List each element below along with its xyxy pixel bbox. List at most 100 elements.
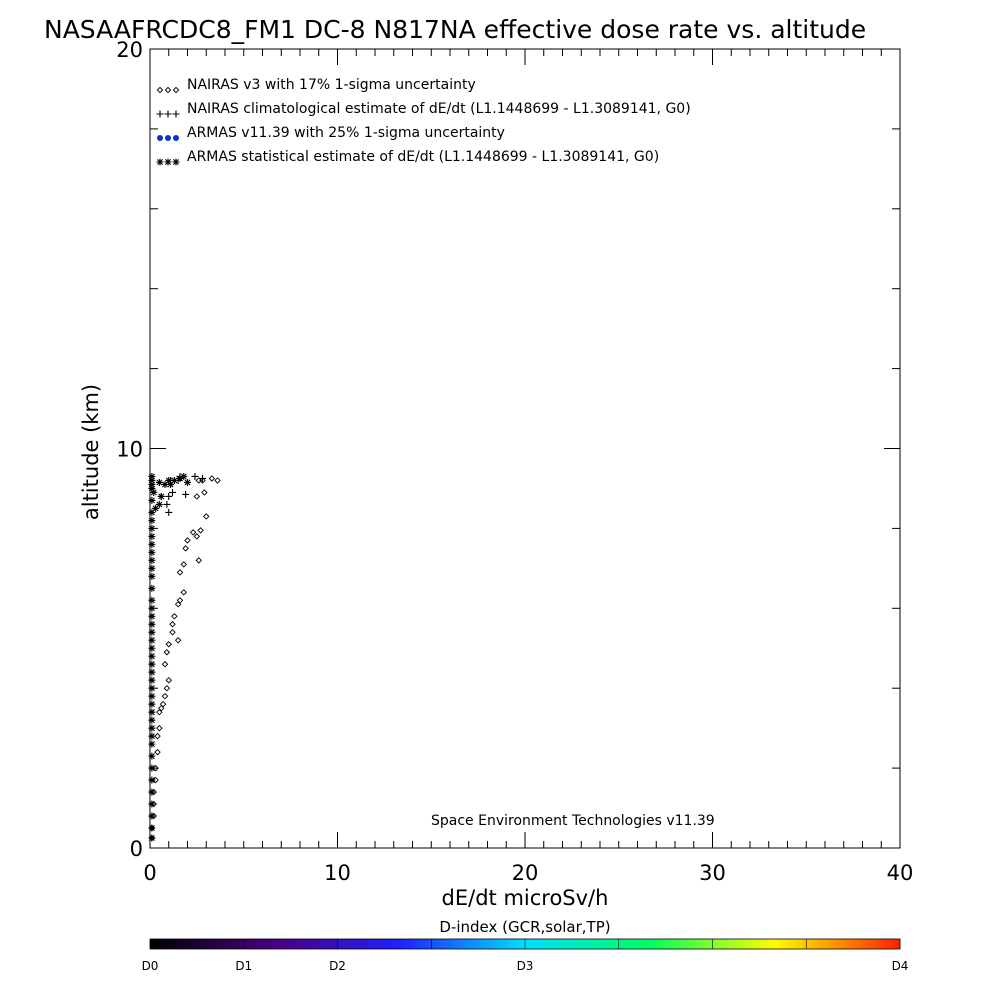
plot-frame (149, 48, 901, 849)
x-tick-label: 30 (699, 861, 726, 885)
legend-marker-plus (172, 110, 180, 118)
data-point-asterisk (148, 700, 156, 708)
data-point-asterisk (176, 474, 184, 482)
y-tick-label: 20 (116, 38, 143, 62)
data-point-asterisk (148, 684, 156, 692)
data-point-asterisk (148, 496, 156, 504)
data-point-asterisk (148, 472, 156, 480)
colorbar-label: D2 (329, 959, 346, 973)
data-point-asterisk (148, 776, 156, 784)
data-point-diamond (154, 748, 161, 756)
legend-marker-asterisk (164, 158, 172, 166)
data-point-diamond (154, 732, 161, 740)
colorbar-label: D1 (235, 959, 252, 973)
data-point-asterisk (148, 508, 156, 516)
data-point-diamond (208, 475, 216, 482)
legend-marker-diamond (156, 86, 164, 94)
legend-label: ARMAS statistical estimate of dE/dt (L1.… (187, 149, 659, 165)
data-point-diamond (180, 589, 187, 596)
data-point-diamond (156, 708, 163, 716)
data-point-diamond (184, 537, 191, 544)
data-point-plus (169, 488, 176, 496)
data-point-asterisk (148, 660, 156, 668)
data-point-asterisk (157, 492, 165, 500)
data-point-asterisk (155, 500, 163, 508)
data-point-diamond (152, 776, 159, 784)
data-point-asterisk (148, 540, 156, 548)
data-point-diamond (203, 513, 210, 520)
data-point-diamond (163, 684, 171, 692)
data-point-asterisk (167, 480, 175, 488)
x-tick-label: 40 (887, 861, 914, 885)
data-point-plus (191, 472, 199, 480)
legend-entry: ARMAS statistical estimate of dE/dt (L1.… (156, 149, 659, 166)
y-tick-label: 0 (130, 837, 143, 861)
data-point-asterisk (148, 800, 156, 808)
legend-entry: ARMAS v11.39 with 25% 1-sigma uncertaint… (157, 125, 505, 141)
data-point-plus (163, 500, 171, 508)
data-point-diamond (165, 676, 172, 684)
data-point-asterisk (170, 476, 178, 484)
credit-annotation: Space Environment Technologies v11.39 (431, 813, 715, 829)
data-point-asterisk (148, 676, 156, 684)
legend-marker-asterisk (172, 158, 180, 166)
data-point-diamond (176, 597, 184, 604)
data-point-asterisk (148, 652, 156, 660)
colorbar-label: D3 (517, 959, 534, 973)
data-point-asterisk (148, 628, 156, 636)
data-point-asterisk (148, 620, 156, 628)
data-point-diamond (195, 477, 202, 484)
legend-marker-plus (164, 110, 172, 118)
data-point-asterisk (148, 596, 156, 604)
data-point-asterisk (184, 478, 191, 486)
data-point-asterisk (152, 504, 160, 512)
data-point-diamond (171, 613, 178, 620)
data-point-diamond (174, 601, 182, 608)
data-point-diamond (195, 557, 202, 564)
data-point-asterisk (161, 480, 169, 488)
data-point-asterisk (148, 612, 156, 620)
data-point-asterisk (148, 708, 156, 716)
data-point-asterisk (148, 572, 156, 580)
legend-label: NAIRAS v3 with 17% 1-sigma uncertainty (187, 77, 476, 93)
data-point-asterisk (148, 732, 156, 740)
data-point-diamond (189, 529, 197, 536)
data-point-asterisk (148, 604, 156, 612)
data-point-diamond (161, 660, 169, 668)
legend-marker-asterisk (156, 158, 164, 166)
colorbar-label: D0 (142, 959, 159, 973)
legend-marker-diamond (164, 86, 172, 94)
data-point-asterisk (148, 556, 156, 564)
data-point-asterisk (148, 636, 156, 644)
legend-marker-dot (173, 135, 179, 141)
data-point-asterisk (148, 764, 156, 772)
data-point-asterisk (148, 788, 156, 796)
data-point-asterisk (148, 668, 156, 676)
legend-entry: NAIRAS v3 with 17% 1-sigma uncertainty (156, 77, 476, 94)
data-point-diamond (193, 533, 201, 540)
data-point-asterisk (148, 584, 156, 592)
data-point-diamond (174, 637, 182, 644)
data-point-diamond (159, 700, 167, 708)
data-point-asterisk (148, 834, 156, 842)
data-point-asterisk (148, 524, 156, 532)
x-axis-label: dE/dt microSv/h (442, 886, 609, 910)
x-tick-label: 10 (324, 861, 351, 885)
chart-title: NASAAFRCDC8_FM1 DC-8 N817NA effective do… (44, 15, 866, 44)
legend-entry: NAIRAS climatological estimate of dE/dt … (156, 101, 691, 118)
data-point-asterisk (148, 752, 156, 760)
data-point-plus (199, 474, 206, 482)
data-point-asterisk (148, 692, 156, 700)
data-point-asterisk (148, 724, 156, 732)
colorbar-title: D-index (GCR,solar,TP) (439, 918, 610, 936)
data-point-asterisk (148, 740, 156, 748)
data-point-diamond (156, 724, 163, 732)
data-point-diamond (163, 649, 171, 656)
data-point-asterisk (150, 488, 158, 496)
data-point-asterisk (148, 476, 156, 484)
data-point-diamond (201, 489, 208, 496)
data-point-asterisk (180, 472, 188, 480)
data-point-asterisk (155, 478, 163, 486)
y-axis-label: altitude (km) (79, 384, 103, 520)
